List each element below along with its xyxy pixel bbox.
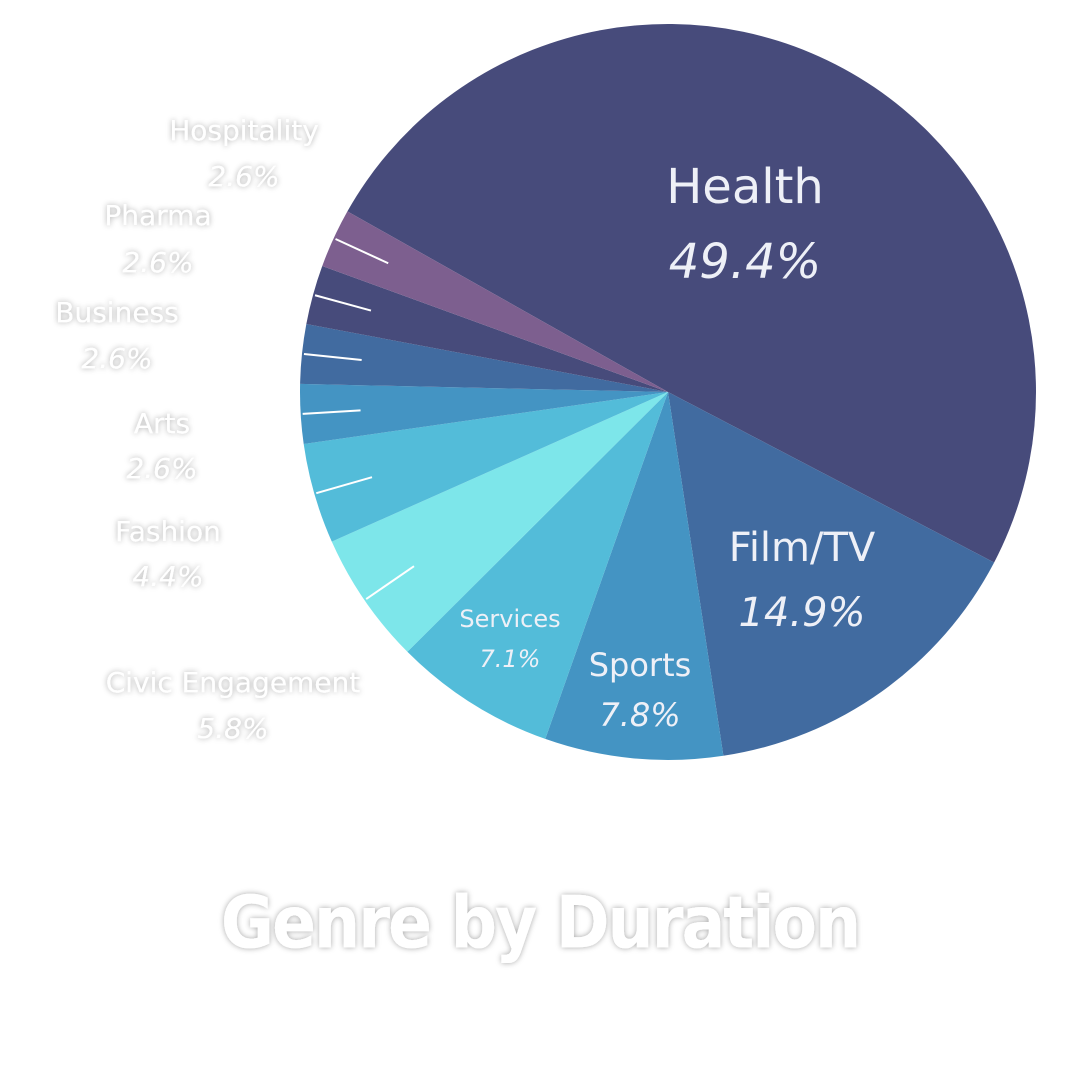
slice-value-label: 4.4% (132, 560, 203, 593)
slice-value-label: 2.6% (208, 160, 279, 193)
slice-label: Services (459, 605, 560, 633)
chart-title: Genre by Duration (221, 881, 859, 965)
slice-value-label: 5.8% (197, 712, 268, 745)
slice-value-label: 2.6% (126, 452, 197, 485)
slice (545, 392, 724, 760)
slice-label: Film/TV (729, 525, 876, 571)
slice-value-label: 2.6% (81, 342, 152, 375)
slice-label: Sports (589, 646, 692, 684)
slice (322, 211, 668, 392)
slice (407, 392, 668, 739)
leader-line (303, 353, 362, 362)
slice-value-label: 14.9% (738, 590, 865, 636)
slice-value-label: 49.4% (669, 234, 821, 290)
pie (300, 23, 1037, 760)
slice (300, 324, 668, 392)
slice (303, 392, 668, 542)
slice-label: Civic Engagement (106, 666, 361, 699)
leader-line (365, 565, 415, 600)
leader-line (302, 409, 361, 415)
slice (300, 383, 668, 444)
slice-label: Business (55, 296, 178, 329)
leader-line (335, 238, 389, 265)
slice-label: Health (666, 159, 824, 215)
slice-value-label: 7.8% (599, 696, 680, 734)
leader-line (315, 476, 373, 495)
slice-label: Arts (134, 407, 190, 440)
slice-value-label: 7.1% (480, 645, 541, 673)
leader-line (314, 294, 372, 312)
labels: Health 49.4% Film/TV 14.9% Sports 7.8% Service… (55, 114, 876, 745)
slice (306, 266, 668, 392)
slice-value-label: 2.6% (122, 246, 193, 279)
slice (668, 392, 995, 756)
slice-label: Fashion (115, 515, 221, 548)
slice (347, 23, 1037, 563)
slice-label: Pharma (104, 199, 211, 232)
slice (331, 392, 668, 652)
slice-label: Hospitality (169, 114, 319, 147)
